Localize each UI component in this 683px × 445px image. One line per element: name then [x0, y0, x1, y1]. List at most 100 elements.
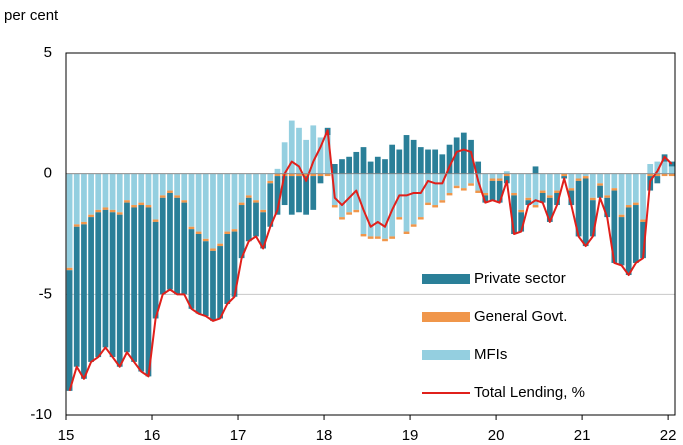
plot-frame — [65, 52, 676, 416]
bar — [138, 173, 145, 203]
bar — [253, 202, 259, 237]
x-tick-label: 21 — [574, 427, 591, 444]
bar — [417, 147, 424, 174]
bar — [446, 173, 453, 193]
bar — [124, 200, 130, 203]
bar — [202, 173, 209, 239]
bar — [389, 236, 396, 239]
bar — [668, 161, 675, 167]
bar — [589, 200, 596, 237]
bar — [210, 173, 216, 249]
bar — [152, 173, 159, 220]
bar — [417, 173, 424, 218]
bar — [511, 173, 517, 193]
bar — [654, 176, 661, 184]
bar — [382, 159, 388, 174]
bar — [439, 154, 446, 174]
bar — [532, 205, 539, 208]
bar — [618, 214, 625, 218]
bar — [331, 164, 338, 174]
x-tick-label: 15 — [58, 427, 75, 444]
bar — [374, 156, 381, 174]
bar — [625, 205, 632, 208]
bar — [475, 161, 482, 174]
bar — [403, 135, 410, 174]
bar — [625, 207, 632, 276]
bar — [410, 173, 417, 225]
bar — [167, 173, 173, 191]
bar — [109, 173, 116, 210]
bar — [525, 200, 532, 206]
bar — [188, 229, 195, 309]
bar — [546, 195, 553, 198]
bar — [159, 197, 166, 295]
bar — [568, 188, 575, 191]
bar — [432, 205, 439, 208]
bar — [73, 173, 80, 225]
bar — [518, 212, 525, 232]
x-tick-label: 22 — [660, 427, 677, 444]
bar — [425, 149, 431, 174]
bar — [159, 195, 166, 198]
bar — [195, 231, 202, 234]
bar — [238, 173, 245, 203]
bar — [102, 173, 109, 208]
bar — [167, 190, 173, 193]
bar — [245, 173, 252, 196]
bar — [353, 209, 360, 213]
bar — [339, 159, 345, 174]
bar — [317, 176, 324, 184]
bar — [95, 173, 102, 210]
bar — [267, 180, 274, 184]
bar — [66, 267, 73, 271]
bar — [88, 173, 94, 215]
bar — [539, 173, 546, 191]
bar — [116, 214, 123, 367]
bar — [288, 173, 295, 177]
bar — [353, 151, 360, 174]
bar — [632, 205, 639, 263]
bar — [174, 195, 180, 198]
bar — [446, 192, 453, 196]
bar — [604, 195, 611, 198]
bar — [331, 205, 338, 208]
bar — [475, 190, 482, 193]
bar — [625, 173, 632, 206]
bar — [109, 212, 116, 358]
bar — [654, 173, 661, 177]
bar — [604, 197, 611, 218]
bar — [339, 173, 345, 218]
bar — [496, 173, 503, 179]
bar — [382, 238, 388, 242]
bar — [224, 234, 231, 304]
bar — [181, 200, 188, 203]
bar — [188, 173, 195, 227]
bar — [374, 173, 381, 237]
bar — [611, 190, 618, 263]
bar — [81, 173, 87, 222]
bar — [360, 147, 367, 174]
bar — [410, 139, 417, 174]
bar — [589, 173, 596, 198]
y-tick-label: -5 — [39, 285, 52, 302]
bar — [267, 183, 274, 227]
bar — [575, 180, 582, 237]
bar — [73, 224, 80, 227]
bar — [260, 209, 266, 213]
bar — [281, 176, 288, 206]
bar — [253, 173, 259, 201]
bar — [296, 127, 302, 174]
bar — [66, 270, 73, 391]
legend-label: MFIs — [474, 346, 507, 363]
bar — [503, 176, 510, 184]
bar — [317, 137, 324, 174]
bar — [267, 173, 274, 181]
bar — [611, 173, 618, 189]
bar — [661, 173, 668, 177]
bar — [568, 173, 575, 189]
bar — [482, 192, 489, 196]
bar — [618, 217, 625, 266]
legend-label: Private sector — [474, 270, 566, 287]
bar — [597, 183, 603, 186]
bar — [597, 173, 603, 184]
